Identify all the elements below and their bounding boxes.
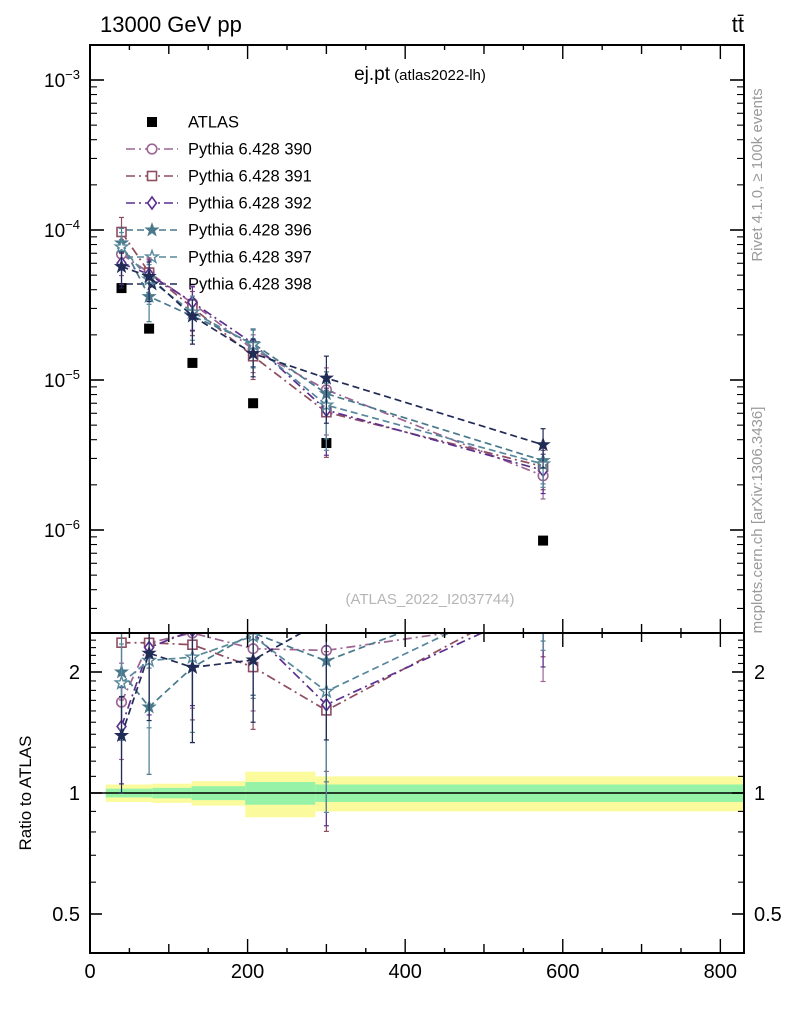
data-point (535, 436, 551, 452)
series-main-2 (116, 216, 549, 491)
main-series-layer (113, 216, 552, 546)
watermark-label: (ATLAS_2022_I2037744) (345, 591, 514, 608)
legend-label: Pythia 6.428 391 (188, 168, 312, 186)
ratio-point (113, 674, 130, 690)
series-ratio-5 (113, 582, 549, 814)
ratio-axis-label: Ratio to ATLAS (16, 736, 35, 851)
y-tick-label: 10−6 (44, 517, 80, 542)
observable-name: ej.pt (354, 64, 391, 85)
process-label: tt̄ (732, 12, 744, 37)
legend-item: Pythia 6.428 391 (126, 168, 312, 186)
ratio-tick-label-right: 0.5 (754, 904, 782, 926)
data-point (187, 357, 198, 368)
ratio-series-layer (113, 572, 549, 832)
legend-marker (144, 221, 160, 237)
legend-item: Pythia 6.428 390 (126, 141, 312, 159)
data-point (245, 345, 261, 361)
ratio-point (537, 572, 549, 584)
rivet-version-note: Rivet 4.1.0, ≥ 100k events (749, 88, 766, 261)
legend-marker (146, 143, 158, 155)
x-tick-label: 0 (84, 961, 95, 983)
y-tick-label: 10−4 (44, 217, 80, 242)
ratio-tick-label-left: 0.5 (52, 904, 80, 926)
ratio-tick-label-left: 2 (69, 662, 80, 684)
ratio-point (184, 659, 201, 674)
legend-label: Pythia 6.428 398 (188, 276, 312, 294)
ratio-point (245, 651, 261, 667)
series-main-1 (115, 239, 549, 500)
x-tick-label: 600 (546, 961, 579, 983)
analysis-name: (atlas2022-lh) (390, 67, 486, 84)
legend-label: Pythia 6.428 397 (188, 249, 312, 267)
ratio-uncertainty-band (90, 771, 744, 818)
legend: ATLAS Pythia 6.428 390 Pythia 6.428 391 Pyt… (126, 114, 312, 294)
data-point (113, 238, 130, 255)
legend-label: Pythia 6.428 390 (188, 141, 312, 159)
x-tick-label: 400 (388, 961, 421, 983)
legend-label: Pythia 6.428 392 (188, 195, 312, 213)
ratio-point (141, 645, 157, 660)
series-ratio-6 (113, 612, 332, 794)
legend-item: Pythia 6.428 396 (126, 222, 312, 240)
plot-title: ej.pt (atlas2022-lh) (354, 64, 486, 85)
legend-marker (147, 117, 157, 127)
ratio-point (539, 590, 548, 599)
series-main-6 (113, 251, 551, 469)
ratio-point (538, 614, 548, 624)
y-tick-label: 10−3 (44, 67, 80, 92)
beam-energy-label: 13000 GeV pp (100, 12, 242, 37)
ratio-point (113, 727, 130, 742)
series-main-0 (116, 283, 549, 546)
mcplots-arxiv-note: mcplots.cern.ch [arXiv:1306.3436] (749, 407, 766, 634)
data-point (538, 535, 549, 546)
ratio-point (539, 599, 548, 611)
ratio-tick-label-right: 2 (754, 662, 765, 684)
legend-item: ATLAS (147, 114, 239, 132)
data-point (318, 370, 335, 385)
data-point (141, 268, 157, 283)
axes-layer: 0 200 400 600 800 10−3 10−4 10−5 10−6 2 2 1 1 0.5 0.5 (44, 44, 782, 983)
ratio-tick-label-left: 1 (69, 783, 80, 805)
y-tick-label: 10−5 (44, 367, 80, 392)
legend-marker (146, 170, 158, 182)
series-main-4 (113, 227, 551, 485)
legend-label: Pythia 6.428 396 (188, 222, 312, 240)
data-point (144, 323, 155, 334)
ratio-point (320, 612, 332, 624)
data-point (184, 307, 201, 323)
series-main-5 (113, 231, 552, 488)
ratio-point (537, 582, 549, 594)
series-main-3 (116, 248, 549, 495)
data-point (248, 398, 259, 409)
legend-label: ATLAS (188, 114, 239, 132)
legend-item: Pythia 6.428 397 (126, 248, 312, 267)
legend-item: Pythia 6.428 392 (126, 195, 312, 213)
data-point (113, 258, 130, 274)
ratio-tick-label-right: 1 (754, 783, 765, 805)
x-tick-label: 800 (704, 961, 737, 983)
legend-marker (146, 195, 158, 211)
legend-marker (143, 248, 161, 264)
x-tick-label: 200 (231, 961, 264, 983)
